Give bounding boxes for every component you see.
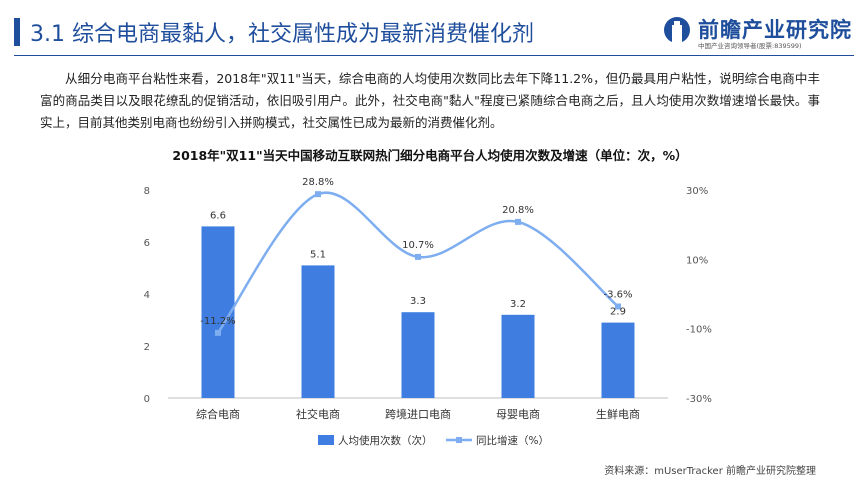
bar-value-label: 2.9 <box>610 307 626 318</box>
y-left-tick-label: 8 <box>144 186 150 197</box>
bar-value-label: 5.1 <box>310 249 326 260</box>
y-right-tick-label: 10% <box>686 255 708 266</box>
logo-name: 前瞻产业研究院 <box>698 18 852 42</box>
line-value-label: -3.6% <box>603 289 632 300</box>
chart-title: 2018年"双11"当天中国移动互联网热门细分电商平台人均使用次数及增速（单位：… <box>172 148 687 163</box>
title-accent-bar <box>14 18 20 46</box>
y-left-tick-label: 4 <box>144 290 150 301</box>
logo-tagline: 中国产业咨询领导者(股票:839599) <box>698 42 802 50</box>
line-point <box>415 253 421 260</box>
header-divider <box>14 55 854 56</box>
growth-line <box>216 191 619 334</box>
line-point <box>515 218 521 225</box>
line-point <box>215 329 221 336</box>
x-category-label: 综合电商 <box>196 407 240 421</box>
line-point <box>315 191 321 198</box>
bar <box>301 265 335 398</box>
body-paragraph: 从细分电商平台粘性来看，2018年"双11"当天，综合电商的人均使用次数同比去年… <box>40 71 820 130</box>
y-left-tick-label: 0 <box>144 394 150 405</box>
bar-value-label: 3.2 <box>510 299 526 310</box>
y-left-tick-label: 6 <box>144 238 150 249</box>
y-left-tick-label: 2 <box>144 342 150 353</box>
legend-bar-label: 人均使用次数（次） <box>338 434 433 447</box>
x-category-label: 生鲜电商 <box>596 407 640 421</box>
line-value-label: 28.8% <box>302 177 334 188</box>
slide-title: 3.1 综合电商最黏人，社交属性成为最新消费催化剂 <box>30 22 534 47</box>
x-category-label: 母婴电商 <box>496 407 540 421</box>
line-value-label: 20.8% <box>502 205 534 216</box>
line-point <box>615 303 621 310</box>
legend-line-label: 同比增速（%） <box>476 434 549 447</box>
company-logo: 前瞻产业研究院 中国产业咨询领导者(股票:839599) <box>662 13 852 53</box>
legend-bar-swatch <box>318 435 334 445</box>
source-note: 资料来源：mUserTracker 前瞻产业研究院整理 <box>604 466 816 477</box>
y-right-tick-label: 30% <box>686 186 708 197</box>
x-category-label: 社交电商 <box>296 407 340 421</box>
line-value-label: 10.7% <box>402 240 434 251</box>
legend-line-marker <box>456 437 462 443</box>
bar-value-label: 3.3 <box>410 296 426 307</box>
bar <box>501 314 535 398</box>
bar-value-label: 6.6 <box>210 210 226 221</box>
line-value-label: -11.2% <box>200 316 235 327</box>
bar <box>201 226 235 398</box>
y-right-tick-label: -30% <box>686 394 712 405</box>
x-category-label: 跨境进口电商 <box>385 407 451 421</box>
bar <box>401 312 435 398</box>
bar <box>601 322 635 398</box>
y-right-tick-label: -10% <box>686 325 712 336</box>
logo-icon <box>664 17 690 47</box>
